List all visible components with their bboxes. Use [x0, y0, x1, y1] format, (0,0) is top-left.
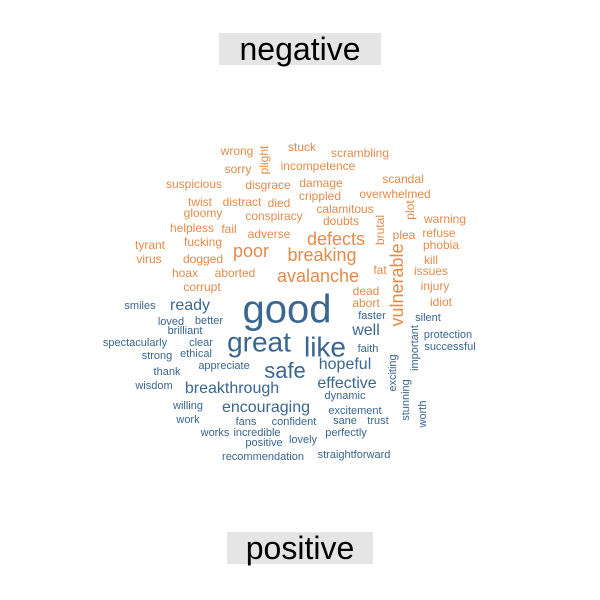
word-clear: clear — [189, 337, 213, 349]
word-helpless: helpless — [170, 221, 214, 235]
word-incredible: incredible — [233, 427, 280, 439]
word-conspiracy: conspiracy — [245, 209, 302, 223]
word-breakthrough: breakthrough — [185, 380, 279, 397]
word-ethical: ethical — [180, 348, 212, 360]
word-died: died — [268, 196, 291, 210]
word-exciting: exciting — [387, 354, 399, 391]
word-aborted: aborted — [215, 266, 256, 280]
word-dogged: dogged — [183, 252, 223, 266]
word-trust: trust — [367, 415, 388, 427]
word-fat: fat — [373, 263, 387, 277]
word-hoax: hoax — [172, 266, 198, 280]
word-idiot: idiot — [430, 295, 453, 309]
word-well: well — [351, 322, 380, 339]
word-perfectly: perfectly — [325, 427, 367, 439]
word-strong: strong — [142, 350, 173, 362]
word-hopeful: hopeful — [319, 356, 372, 373]
word-injury: injury — [421, 279, 450, 293]
word-twist: twist — [188, 195, 213, 209]
word-excitement: excitement — [328, 405, 381, 417]
word-corrupt: corrupt — [183, 280, 221, 294]
word-thank: thank — [154, 366, 181, 378]
word-doubts: doubts — [323, 214, 359, 228]
word-protection: protection — [424, 329, 472, 341]
word-lovely: lovely — [289, 434, 318, 446]
word-wrong: wrong — [220, 144, 254, 158]
word-worth: worth — [417, 401, 429, 429]
word-better: better — [195, 315, 223, 327]
word-fucking: fucking — [184, 235, 222, 249]
word-kill: kill — [424, 253, 438, 267]
word-brutal: brutal — [373, 215, 387, 245]
word-brilliant: brilliant — [168, 325, 203, 337]
word-successful: successful — [424, 341, 475, 353]
word-poor: poor — [233, 241, 269, 261]
word-smiles: smiles — [124, 300, 156, 312]
word-adverse: adverse — [248, 227, 291, 241]
word-avalanche: avalanche — [277, 266, 359, 286]
word-like: like — [304, 331, 346, 362]
word-effective: effective — [317, 375, 376, 392]
word-stunning: stunning — [400, 379, 412, 421]
word-incompetence: incompetence — [281, 159, 356, 173]
word-recommendation: recommendation — [222, 451, 304, 463]
word-spectacularly: spectacularly — [103, 337, 168, 349]
word-gloomy: gloomy — [184, 206, 223, 220]
word-sorry: sorry — [225, 162, 252, 176]
word-great: great — [227, 326, 291, 357]
word-abort: abort — [352, 296, 380, 310]
word-faster: faster — [358, 310, 386, 322]
word-plot: plot — [403, 200, 417, 220]
word-positive: positive — [245, 437, 282, 449]
label-positive: positive — [227, 532, 373, 564]
word-loved: loved — [158, 316, 184, 328]
word-wisdom: wisdom — [134, 380, 172, 392]
word-important: important — [409, 325, 421, 371]
word-plea: plea — [393, 228, 416, 242]
word-scrambling: scrambling — [331, 146, 389, 160]
word-issues: issues — [414, 264, 448, 278]
word-fail: fail — [221, 222, 236, 236]
word-phobia: phobia — [423, 238, 459, 252]
word-silent: silent — [415, 312, 441, 324]
word-overwhelmed: overwhelmed — [359, 187, 430, 201]
word-plight: plight — [257, 145, 271, 174]
word-crippled: crippled — [299, 189, 341, 203]
word-appreciate: appreciate — [198, 360, 249, 372]
word-damage: damage — [299, 176, 343, 190]
word-disgrace: disgrace — [245, 178, 291, 192]
word-ready: ready — [170, 297, 210, 314]
word-work: work — [175, 414, 200, 426]
word-sane: sane — [333, 415, 357, 427]
word-works: works — [200, 427, 230, 439]
word-encouraging: encouraging — [222, 399, 310, 416]
word-fans: fans — [236, 416, 257, 428]
word-vulnerable: vulnerable — [387, 243, 407, 326]
word-calamitous: calamitous — [316, 202, 373, 216]
word-suspicious: suspicious — [166, 177, 222, 191]
word-confident: confident — [272, 416, 317, 428]
word-straightforward: straightforward — [318, 449, 391, 461]
word-breaking: breaking — [287, 245, 356, 265]
word-warning: warning — [423, 212, 466, 226]
label-negative: negative — [219, 33, 381, 65]
word-tyrant: tyrant — [135, 238, 166, 252]
word-willing: willing — [172, 400, 203, 412]
word-dynamic: dynamic — [325, 390, 366, 402]
word-defects: defects — [307, 229, 365, 249]
word-good: good — [243, 288, 332, 332]
word-distract: distract — [223, 195, 262, 209]
word-refuse: refuse — [422, 226, 456, 240]
word-safe: safe — [264, 358, 306, 383]
word-dead: dead — [353, 284, 380, 298]
word-stuck: stuck — [288, 140, 317, 154]
word-virus: virus — [136, 252, 161, 266]
word-scandal: scandal — [382, 172, 423, 186]
word-faith: faith — [358, 343, 379, 355]
